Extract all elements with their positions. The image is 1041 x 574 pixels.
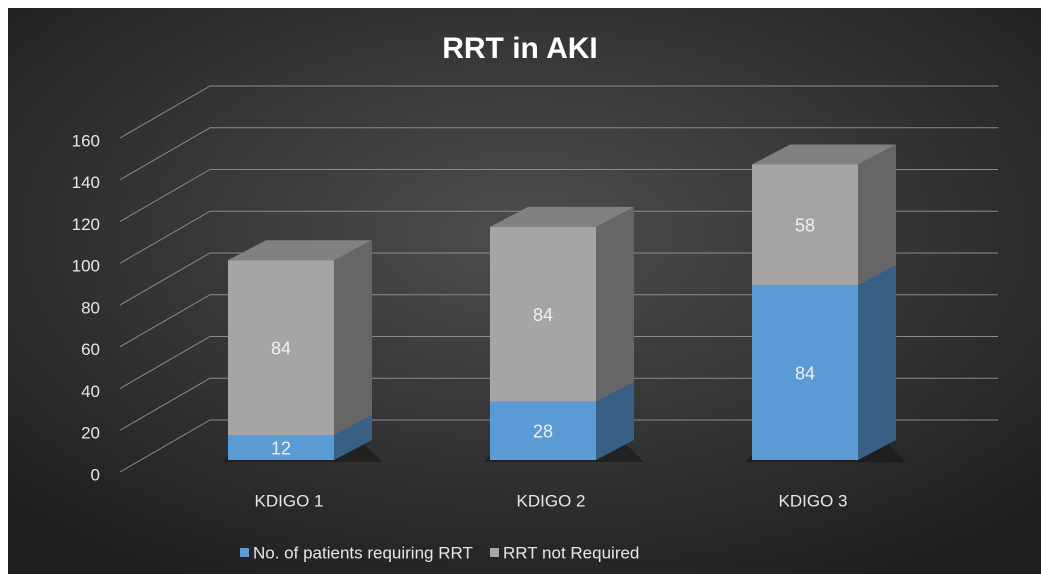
y-tick-label: 120 — [72, 215, 100, 234]
bar-top — [752, 144, 896, 165]
grid-line — [119, 252, 998, 306]
y-tick-label: 80 — [81, 298, 100, 317]
bar — [490, 226, 596, 402]
bar-side — [596, 206, 634, 402]
bar-side — [858, 265, 896, 460]
y-tick-label: 140 — [72, 173, 100, 192]
data-label: 58 — [795, 216, 815, 236]
y-tick-label: 100 — [72, 257, 100, 276]
bar-side — [596, 381, 634, 460]
y-tick-label: 60 — [81, 340, 100, 359]
legend-label: RRT not Required — [503, 543, 639, 562]
data-label: 12 — [271, 438, 291, 458]
legend-label: No. of patients requiring RRT — [253, 543, 473, 562]
x-tick-label: KDIGO 2 — [517, 491, 586, 510]
bar — [228, 435, 334, 460]
x-tick-label: KDIGO 3 — [779, 491, 848, 510]
bar — [490, 401, 596, 460]
grid-line — [119, 377, 998, 431]
bar — [752, 285, 858, 460]
bar-top — [228, 240, 372, 261]
y-tick-label: 160 — [72, 131, 100, 150]
grid-line — [119, 419, 998, 473]
grid-line — [119, 336, 998, 389]
bar-side — [334, 415, 372, 460]
bar — [752, 164, 858, 286]
y-tick-label: 40 — [81, 382, 100, 401]
bar — [228, 260, 334, 436]
data-label: 84 — [533, 305, 553, 325]
x-tick-label: KDIGO 1 — [255, 491, 324, 510]
grid-line — [119, 294, 998, 348]
y-tick-label: 0 — [91, 465, 100, 484]
legend-swatch — [240, 548, 249, 557]
grid-line — [119, 127, 998, 181]
data-label: 84 — [795, 363, 815, 383]
y-tick-label: 20 — [81, 424, 100, 443]
grid-line — [119, 169, 998, 222]
grid-line — [119, 210, 998, 264]
chart-title: RRT in AKI — [442, 32, 598, 65]
bar-side — [334, 240, 372, 436]
data-label: 28 — [533, 422, 553, 442]
bar-top — [490, 206, 634, 227]
bar-side — [858, 144, 896, 286]
data-label: 84 — [271, 338, 291, 358]
grid-line — [119, 85, 998, 139]
legend-swatch — [490, 548, 499, 557]
